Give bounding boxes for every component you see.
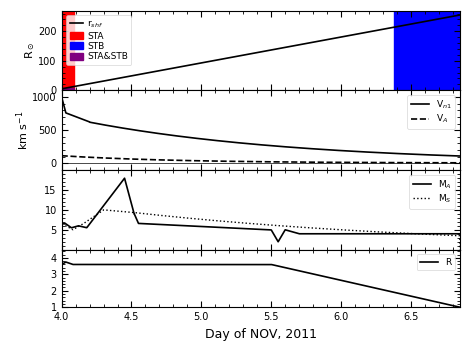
Legend: r$_{shf}$, STA, STB, STA&STB: r$_{shf}$, STA, STB, STA&STB xyxy=(66,15,131,65)
Bar xyxy=(62,88,74,90)
Legend: R: R xyxy=(417,254,455,270)
X-axis label: Day of NOV, 2011: Day of NOV, 2011 xyxy=(205,328,317,341)
Y-axis label: km s$^{-1}$: km s$^{-1}$ xyxy=(14,110,31,150)
Legend: M$_{A}$, M$_{S}$: M$_{A}$, M$_{S}$ xyxy=(409,174,455,209)
Bar xyxy=(62,11,74,90)
Bar xyxy=(394,11,460,90)
Y-axis label: R$_\odot$: R$_\odot$ xyxy=(23,42,37,59)
Legend: V$_{n1}$, V$_{A}$: V$_{n1}$, V$_{A}$ xyxy=(407,95,455,129)
